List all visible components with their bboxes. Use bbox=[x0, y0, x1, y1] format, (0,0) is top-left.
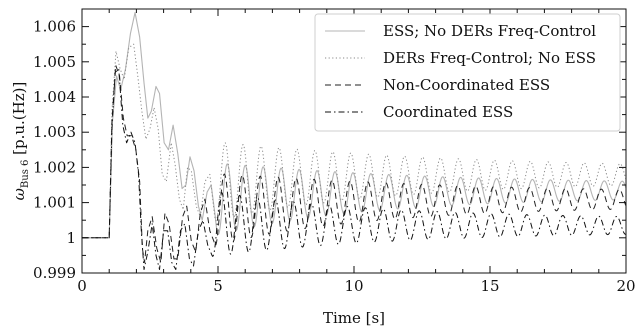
y-axis-label: ωBus 6 [p.u.(Hz)] bbox=[10, 82, 31, 201]
x-axis-label: Time [s] bbox=[323, 309, 385, 327]
y-axis-label-unit: [p.u.(Hz)] bbox=[10, 82, 28, 160]
series-line-4 bbox=[82, 68, 627, 270]
y-axis-label-symbol: ω bbox=[10, 188, 28, 200]
y-tick-label: 1.006 bbox=[33, 18, 76, 36]
legend-label-3: Non-Coordinated ESS bbox=[383, 76, 550, 94]
x-tick-label: 5 bbox=[213, 277, 223, 295]
y-tick-label: 1.004 bbox=[33, 88, 76, 106]
y-tick-label: 1.002 bbox=[33, 158, 76, 176]
y-tick-label: 0.999 bbox=[33, 264, 76, 282]
x-tick-label: 20 bbox=[616, 277, 635, 295]
y-tick-label: 1.005 bbox=[33, 53, 76, 71]
y-axis-label-subscript: Bus 6 bbox=[20, 160, 31, 188]
x-tick-label: 0 bbox=[77, 277, 87, 295]
series-line-3 bbox=[82, 64, 627, 263]
y-tick-label: 1 bbox=[66, 229, 76, 247]
y-tick-label: 1.001 bbox=[33, 194, 76, 212]
legend-label-1: ESS; No DERs Freq-Control bbox=[383, 22, 596, 40]
axis-tick-labels: 0 5 10 15 20 0.999 1 1.001 1.002 1.003 1.004 1.005 1… bbox=[33, 18, 636, 295]
legend-box bbox=[314, 13, 621, 132]
plot-lines bbox=[82, 11, 627, 270]
axis-ticks bbox=[81, 8, 627, 274]
x-tick-label: 15 bbox=[480, 277, 499, 295]
series-line-2 bbox=[82, 43, 627, 239]
legend: ESS; No DERs Freq-Control DERs Freq-Contr… bbox=[314, 13, 621, 132]
legend-label-2: DERs Freq-Control; No ESS bbox=[383, 49, 596, 67]
x-tick-label: 10 bbox=[344, 277, 363, 295]
y-tick-label: 1.003 bbox=[33, 123, 76, 141]
legend-label-4: Coordinated ESS bbox=[383, 103, 513, 121]
